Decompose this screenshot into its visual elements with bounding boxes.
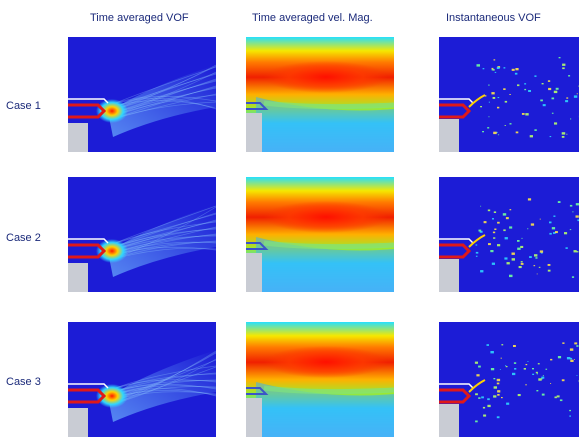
contour-image <box>246 37 394 152</box>
row-label-case-3: Case 3 <box>6 376 41 388</box>
time-averaged-vof-contour-case-1 <box>68 37 216 152</box>
column-header-instantaneous-vof: Instantaneous VOF <box>446 12 541 24</box>
time-averaged-velocity-magnitude-contour-case-2 <box>246 177 394 292</box>
row-label-case-2: Case 2 <box>6 232 41 244</box>
time-averaged-velocity-magnitude-contour-case-3 <box>246 322 394 437</box>
time-averaged-vof-contour-case-3 <box>68 322 216 437</box>
contour-image <box>439 322 579 437</box>
instantaneous-vof-contour-case-3 <box>439 322 579 437</box>
contour-image <box>246 177 394 292</box>
row-label-case-1: Case 1 <box>6 100 41 112</box>
contour-image <box>439 37 579 152</box>
column-header-time-averaged-velocity: Time averaged vel. Mag. <box>252 12 373 24</box>
instantaneous-vof-contour-case-1 <box>439 37 579 152</box>
contour-image <box>68 177 216 292</box>
contour-image <box>439 177 579 292</box>
instantaneous-vof-contour-case-2 <box>439 177 579 292</box>
time-averaged-vof-contour-case-2 <box>68 177 216 292</box>
contour-image <box>68 37 216 152</box>
column-header-time-averaged-vof: Time averaged VOF <box>90 12 189 24</box>
contour-image <box>246 322 394 437</box>
time-averaged-velocity-magnitude-contour-case-1 <box>246 37 394 152</box>
contour-image <box>68 322 216 437</box>
